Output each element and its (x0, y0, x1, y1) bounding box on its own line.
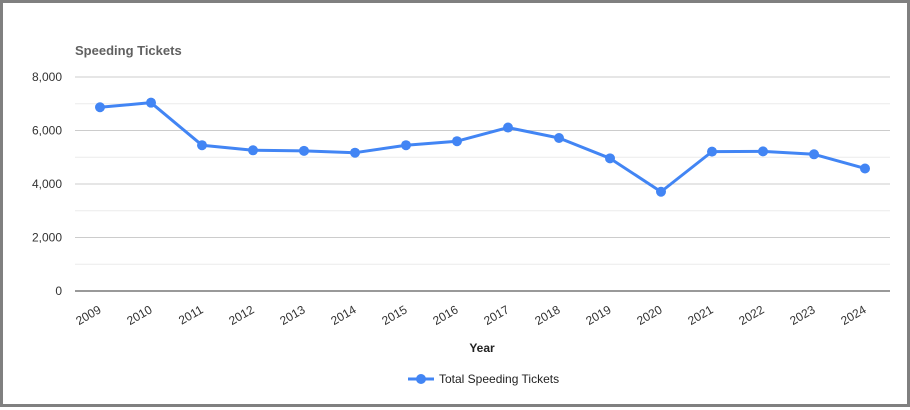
legend[interactable]: Total Speeding Tickets (408, 372, 559, 386)
data-point-2011[interactable] (197, 140, 207, 151)
data-point-2015[interactable] (401, 140, 411, 151)
x-tick-label: 2013 (277, 302, 307, 328)
x-axis-ticks: 2009 2010 2011 2012 2013 2014 2015 2016 2017 2018… (73, 302, 868, 328)
chart-title: Speeding Tickets (75, 43, 182, 58)
y-axis-ticks: 0 2,000 4,000 6,000 8,000 (32, 70, 62, 298)
data-point-2012[interactable] (248, 145, 258, 156)
y-tick-label: 4,000 (32, 177, 62, 191)
x-tick-label: 2022 (736, 302, 766, 328)
x-tick-label: 2010 (124, 302, 154, 328)
x-tick-label: 2017 (481, 302, 511, 328)
x-tick-label: 2024 (838, 302, 868, 328)
series-line-total-speeding-tickets (99, 101, 866, 194)
data-point-2017[interactable] (503, 122, 513, 133)
data-point-2014[interactable] (350, 147, 360, 158)
x-tick-label: 2014 (328, 302, 358, 328)
data-point-2018[interactable] (554, 132, 564, 143)
data-point-2022[interactable] (758, 146, 768, 157)
x-tick-label: 2016 (430, 302, 460, 328)
data-point-2024[interactable] (860, 163, 870, 174)
data-point-2020[interactable] (656, 186, 666, 197)
x-tick-label: 2023 (787, 302, 817, 328)
legend-swatch-dot (416, 374, 426, 384)
data-point-2023[interactable] (809, 149, 819, 160)
data-point-2021[interactable] (707, 146, 717, 157)
x-tick-label: 2009 (73, 302, 103, 328)
y-tick-label: 8,000 (32, 70, 62, 84)
x-tick-label: 2011 (176, 302, 206, 327)
y-tick-label: 2,000 (32, 231, 62, 245)
line-chart: Speeding Tickets 0 2,000 4,000 6,000 8,000 2… (32, 43, 890, 386)
y-tick-label: 0 (55, 284, 62, 298)
data-point-2016[interactable] (452, 136, 462, 147)
data-point-2019[interactable] (605, 153, 615, 164)
x-tick-label: 2020 (634, 302, 664, 328)
x-tick-label: 2015 (379, 302, 409, 328)
series-points (95, 97, 870, 197)
legend-label: Total Speeding Tickets (439, 372, 559, 386)
x-tick-label: 2019 (583, 302, 613, 328)
x-axis-label: Year (469, 341, 495, 355)
y-tick-label: 6,000 (32, 124, 62, 138)
data-point-2010[interactable] (146, 97, 156, 108)
x-tick-label: 2012 (226, 302, 256, 328)
x-tick-label: 2021 (685, 302, 715, 328)
x-tick-label: 2018 (532, 302, 562, 328)
data-point-2009[interactable] (95, 102, 105, 113)
gridlines (75, 76, 890, 292)
data-point-2013[interactable] (299, 145, 309, 156)
